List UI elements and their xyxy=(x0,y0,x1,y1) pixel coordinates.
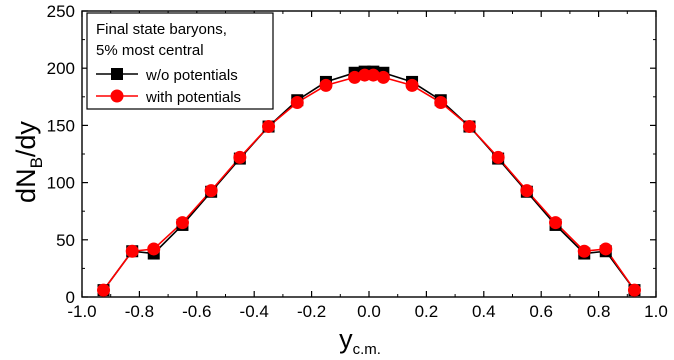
x-tick-label: -0.6 xyxy=(182,302,211,321)
data-point-with-potentials xyxy=(233,150,247,164)
data-point-with-potentials xyxy=(549,216,563,230)
y-tick-label: 50 xyxy=(56,231,75,250)
y-axis-title-tail: /dy xyxy=(11,121,41,158)
x-tick-label: 0.8 xyxy=(587,302,611,321)
x-tick-label: 1.0 xyxy=(644,302,668,321)
x-axis-title: yc.m. xyxy=(339,324,381,358)
data-point-with-potentials xyxy=(376,70,390,84)
x-axis-title-sub: c.m. xyxy=(353,341,381,358)
x-tick-label: -0.8 xyxy=(125,302,154,321)
legend-label-with-potentials: with potentials xyxy=(145,89,241,106)
y-axis-title-sub: B xyxy=(27,157,46,168)
data-point-with-potentials xyxy=(175,216,189,230)
data-point-with-potentials xyxy=(348,70,362,84)
x-tick-label: 0.6 xyxy=(529,302,553,321)
data-point-with-potentials xyxy=(366,68,380,82)
data-point-with-potentials xyxy=(97,283,111,297)
data-point-with-potentials xyxy=(405,78,419,92)
y-tick-label: 0 xyxy=(66,288,75,307)
legend: Final state baryons, 5% most central w/o… xyxy=(86,12,274,110)
x-tick-label: -1.0 xyxy=(67,302,96,321)
x-tick-label: 0.0 xyxy=(357,302,381,321)
plot-layer: -1.0 -0.8 -0.6 -0.4 -0.2 0.0 0.2 0.4 0.6 0.8 1.0 0 5… xyxy=(47,2,668,321)
y-tick-label: 150 xyxy=(47,116,75,135)
y-axis-title: dNB/dy xyxy=(11,121,46,203)
data-point-with-potentials xyxy=(627,283,641,297)
legend-label-wo-potentials: w/o potentials xyxy=(145,67,238,84)
data-point-with-potentials xyxy=(491,150,505,164)
legend-header-line-1: Final state baryons, xyxy=(96,21,227,38)
data-point-with-potentials xyxy=(577,244,591,258)
data-point-with-potentials xyxy=(520,184,534,198)
data-point-with-potentials xyxy=(319,78,333,92)
legend-marker-square xyxy=(111,68,123,80)
x-tick-label: 0.4 xyxy=(472,302,496,321)
data-point-with-potentials xyxy=(204,184,218,198)
data-point-with-potentials xyxy=(599,242,613,256)
y-tick-label: 200 xyxy=(47,59,75,78)
y-tick-label: 250 xyxy=(47,2,75,21)
x-tick-label: -0.4 xyxy=(240,302,269,321)
legend-header-line-2: 5% most central xyxy=(96,42,204,59)
data-point-with-potentials xyxy=(462,120,476,134)
x-axis-title-main: y xyxy=(339,324,353,354)
x-tick-label: 0.2 xyxy=(415,302,439,321)
data-point-with-potentials xyxy=(262,120,276,134)
x-tick-label: -0.2 xyxy=(297,302,326,321)
y-tick-label: 100 xyxy=(47,174,75,193)
data-point-with-potentials xyxy=(434,96,448,110)
legend-marker-circle xyxy=(110,89,124,103)
data-point-with-potentials xyxy=(290,96,304,110)
data-point-with-potentials xyxy=(147,242,161,256)
y-axis-title-main: dN xyxy=(11,168,41,203)
data-point-with-potentials xyxy=(125,244,139,258)
